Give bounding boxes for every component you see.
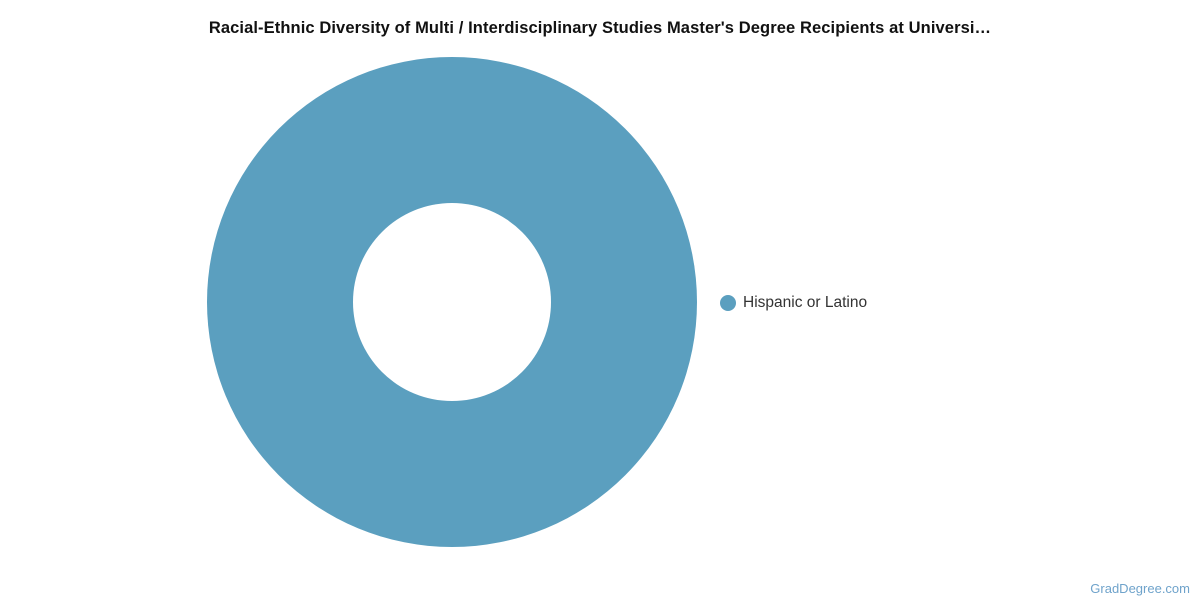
donut-slice-hispanic-or-latino[interactable] [207,57,697,547]
donut-hole [353,203,551,401]
legend: Hispanic or Latino [720,294,867,312]
chart-title: Racial-Ethnic Diversity of Multi / Inter… [208,19,992,37]
legend-label: Hispanic or Latino [743,294,868,311]
watermark-link[interactable]: GradDegree.com [1090,581,1190,596]
legend-marker-circle-icon [720,295,736,311]
legend-item-hispanic-or-latino[interactable]: Hispanic or Latino [720,294,867,312]
